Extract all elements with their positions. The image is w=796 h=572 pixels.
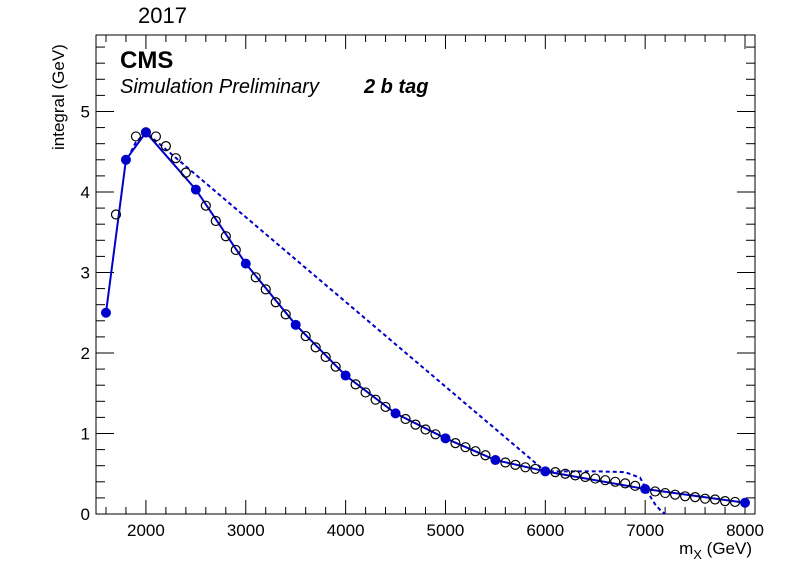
open-point bbox=[170, 153, 181, 164]
axis-ticks: 2000 3000 4000 5000 6000 7000 8000 0 1 2 3 4 5 bbox=[81, 35, 764, 540]
open-point bbox=[709, 494, 721, 505]
filled-point bbox=[100, 307, 111, 318]
open-point bbox=[699, 493, 711, 504]
open-point bbox=[200, 200, 211, 211]
y-tick-label: 4 bbox=[81, 183, 90, 202]
filled-point bbox=[240, 258, 251, 269]
open-point bbox=[470, 446, 481, 457]
open-point bbox=[210, 215, 221, 227]
open-point bbox=[630, 480, 641, 491]
open-point bbox=[590, 473, 601, 484]
series-layer bbox=[100, 127, 751, 515]
open-point bbox=[460, 442, 471, 453]
filled-point bbox=[540, 466, 551, 477]
x-axis-title: mX (GeV) bbox=[679, 539, 752, 562]
open-point bbox=[420, 424, 431, 435]
y-tick-label: 5 bbox=[81, 102, 90, 121]
x-tick-label: 8000 bbox=[726, 521, 764, 540]
filled-point bbox=[190, 184, 201, 195]
category-label: 2 b tag bbox=[363, 76, 428, 98]
x-axis-title-main: m bbox=[679, 539, 693, 558]
open-point bbox=[510, 459, 521, 470]
x-tick-label: 4000 bbox=[327, 521, 365, 540]
filled-point bbox=[290, 319, 301, 330]
open-point bbox=[160, 140, 171, 152]
filled-point bbox=[640, 484, 651, 495]
open-point bbox=[550, 467, 561, 478]
x-tick-label: 6000 bbox=[526, 521, 564, 540]
filled-point bbox=[140, 127, 151, 138]
year-label: 2017 bbox=[138, 3, 187, 28]
open-point bbox=[110, 209, 122, 220]
open-point bbox=[650, 486, 661, 497]
cms-label: CMS bbox=[120, 47, 173, 74]
open-point bbox=[430, 429, 441, 440]
filled-point bbox=[120, 154, 131, 165]
y-tick-label: 3 bbox=[81, 263, 90, 282]
open-point bbox=[480, 450, 491, 461]
open-point bbox=[729, 496, 741, 508]
x-axis-title-unit: (GeV) bbox=[702, 539, 752, 558]
plot-border bbox=[95, 34, 756, 515]
x-tick-label: 2000 bbox=[127, 521, 165, 540]
open-point bbox=[560, 468, 571, 479]
open-point bbox=[530, 463, 541, 475]
filled-point bbox=[490, 455, 501, 466]
open-point bbox=[520, 462, 531, 473]
open-point bbox=[380, 401, 391, 413]
open-point bbox=[680, 491, 691, 502]
dashed-curve bbox=[130, 131, 666, 515]
y-tick-label: 0 bbox=[81, 505, 90, 524]
open-point bbox=[250, 272, 261, 283]
open-point bbox=[320, 351, 331, 363]
x-axis-title-sub: X bbox=[693, 547, 702, 562]
open-point bbox=[370, 394, 381, 405]
open-point bbox=[360, 387, 371, 398]
open-point bbox=[230, 244, 241, 256]
open-point bbox=[330, 361, 341, 372]
open-point bbox=[400, 413, 411, 425]
open-point bbox=[280, 309, 291, 320]
open-point bbox=[410, 419, 421, 430]
open-point bbox=[500, 457, 511, 468]
open-point bbox=[689, 491, 701, 503]
status-label: Simulation Preliminary bbox=[120, 76, 320, 98]
x-tick-label: 3000 bbox=[227, 521, 265, 540]
open-point bbox=[600, 475, 611, 486]
open-point bbox=[350, 379, 361, 390]
y-tick-label: 1 bbox=[81, 424, 90, 443]
open-point bbox=[610, 476, 621, 487]
filled-point bbox=[740, 497, 751, 508]
open-point bbox=[300, 330, 311, 342]
x-tick-label: 7000 bbox=[626, 521, 664, 540]
open-point bbox=[580, 471, 591, 483]
solid-curve bbox=[104, 130, 746, 504]
open-point bbox=[719, 496, 731, 507]
x-tick-label: 5000 bbox=[427, 521, 465, 540]
open-point bbox=[450, 438, 461, 449]
open-point bbox=[660, 487, 671, 499]
open-point bbox=[310, 342, 321, 353]
filled-point bbox=[390, 408, 401, 419]
open-point bbox=[570, 470, 581, 481]
open-point bbox=[180, 167, 191, 178]
open-point bbox=[260, 284, 271, 295]
open-point bbox=[270, 297, 281, 308]
open-point bbox=[130, 131, 142, 142]
open-point bbox=[150, 131, 162, 142]
open-point bbox=[220, 231, 231, 242]
plot-frame bbox=[95, 34, 756, 515]
open-point bbox=[670, 489, 681, 500]
y-tick-label: 2 bbox=[81, 344, 90, 363]
open-point bbox=[620, 478, 631, 489]
y-axis-title: integral (GeV) bbox=[49, 44, 68, 150]
filled-point bbox=[340, 370, 351, 381]
filled-point bbox=[440, 433, 451, 444]
